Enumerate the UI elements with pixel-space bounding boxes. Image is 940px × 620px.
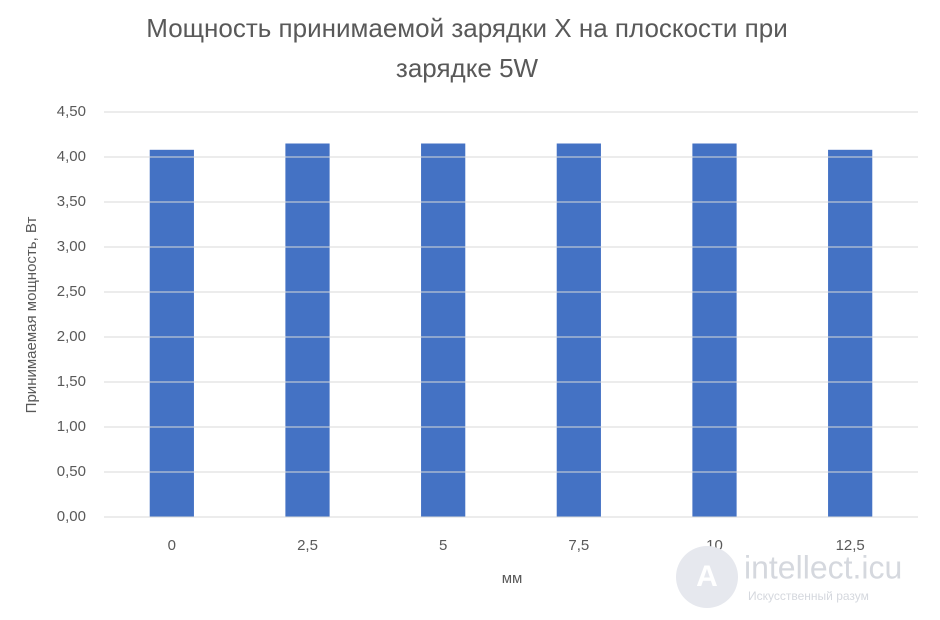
x-tick-label: 0: [168, 537, 176, 554]
y-tick-label: 2,50: [57, 283, 86, 300]
x-tick-label: 5: [439, 537, 447, 554]
chart-title: Мощность принимаемой зарядки X на плоско…: [146, 13, 788, 83]
y-tick-label: 2,00: [57, 328, 86, 345]
y-tick-label: 1,50: [57, 373, 86, 390]
x-tick-label: 2,5: [297, 537, 318, 554]
y-tick-label: 1,00: [57, 418, 86, 435]
bar: [692, 143, 737, 517]
y-tick-label: 3,50: [57, 193, 86, 210]
y-tick-label: 0,50: [57, 463, 86, 480]
bar: [149, 149, 194, 518]
x-tick-label: 7,5: [568, 537, 589, 554]
watermark-logo-letter: A: [696, 560, 718, 593]
x-axis-label: мм: [502, 570, 523, 587]
y-tick-label: 4,00: [57, 148, 86, 165]
y-tick-label: 4,50: [57, 103, 86, 120]
y-tick-label: 3,00: [57, 238, 86, 255]
bar: [556, 143, 601, 517]
bar: [285, 143, 330, 517]
bar: [828, 149, 873, 518]
y-tick-label: 0,00: [57, 508, 86, 525]
watermark-logo: [676, 546, 738, 608]
bar: [421, 143, 466, 517]
watermark-subtitle: Искусственный разум: [748, 589, 869, 603]
y-axis-label: Принимаемая мощность, Вт: [23, 217, 40, 414]
x-tick-label: 12,5: [836, 537, 865, 554]
watermark-title: intellect.icu: [744, 549, 902, 585]
